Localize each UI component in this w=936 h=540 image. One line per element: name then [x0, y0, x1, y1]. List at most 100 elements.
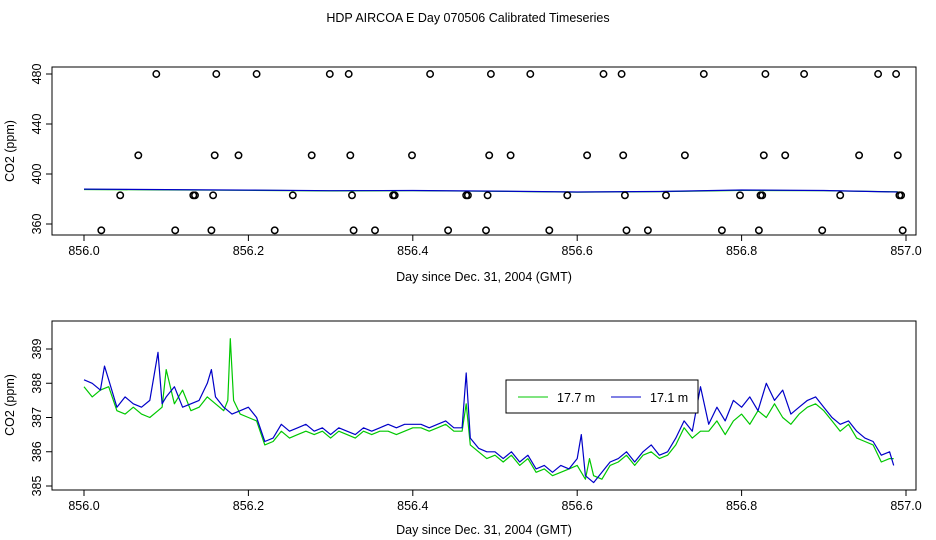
chart-top-xlabel: Day since Dec. 31, 2004 (GMT) [396, 270, 572, 284]
legend-label-17-1: 17.1 m [650, 391, 688, 405]
chart-bottom-y-tick-label: 386 [30, 441, 44, 462]
chart-bottom-frame [51, 320, 917, 491]
chart-top-point [483, 191, 492, 200]
legend: 17.7 m 17.1 m [505, 379, 699, 414]
chart-top-point [408, 151, 416, 160]
chart-top-point [307, 151, 316, 160]
chart-top-x-tick-label: 856.0 [68, 244, 99, 258]
chart-top-point [643, 226, 652, 235]
chart-top-point [781, 151, 790, 160]
chart-top-point [97, 226, 106, 235]
chart-top-point [191, 191, 199, 200]
chart-bottom-x-tick-label: 856.4 [397, 499, 428, 513]
chart-top-point [818, 226, 827, 235]
chart-top-points [97, 70, 907, 235]
chart-top-point [758, 191, 767, 200]
figure-title: HDP AIRCOA E Day 070506 Calibrated Times… [326, 11, 609, 25]
chart-top-point [209, 191, 218, 200]
chart-top-point [390, 191, 399, 200]
chart-top-point [620, 191, 629, 200]
chart-top-point [892, 70, 901, 78]
chart-top-point [717, 226, 726, 235]
chart-top-series-line [83, 188, 898, 193]
chart-bottom-x-tick-label: 856.6 [562, 499, 593, 513]
chart-top-point [619, 151, 628, 160]
chart-top-point [210, 151, 219, 160]
chart-top-x-tick-label: 856.6 [562, 244, 593, 258]
chart-bottom-series-line [83, 351, 895, 484]
chart-bottom-x-tick-label: 856.0 [68, 499, 99, 513]
chart-top-x-tick-label: 856.2 [233, 244, 264, 258]
chart-top-x-tick-label: 857.0 [890, 244, 921, 258]
chart-top-point [583, 151, 592, 160]
chart-top-point [348, 191, 356, 200]
chart-bottom-xlabel: Day since Dec. 31, 2004 (GMT) [396, 523, 572, 537]
chart-top-x-axis: 856.0 856.2 856.4 856.6 856.8 857.0 [68, 235, 922, 258]
chart-top-y-tick-label: 480 [30, 64, 44, 85]
chart-top-point [898, 226, 907, 235]
chart-top-y-tick-label: 360 [30, 214, 44, 235]
chart-top-point [893, 151, 902, 160]
chart-top-y-tick-label: 440 [30, 114, 44, 135]
chart-bottom-y-tick-label: 385 [30, 476, 44, 497]
chart-top-point [485, 151, 494, 160]
chart-top-point [622, 226, 631, 235]
chart-bottom: 856.0 856.2 856.4 856.6 856.8 857.0 385 386 387… [3, 320, 922, 537]
chart-top-point [680, 151, 689, 160]
chart-bottom-x-tick-label: 856.8 [726, 499, 757, 513]
chart-top-point [800, 70, 809, 78]
chart-top-point [855, 151, 864, 160]
chart-top: 856.0 856.2 856.4 856.6 856.8 857.0 360 400 440… [3, 64, 922, 284]
chart-top-point [545, 226, 554, 235]
chart-top-point [563, 191, 572, 200]
chart-top-y-tick-label: 400 [30, 164, 44, 185]
chart-top-y-axis: 360 400 440 480 [30, 64, 52, 235]
chart-bottom-lines [83, 338, 895, 484]
chart-bottom-y-axis: 385 386 387 388 389 [30, 339, 52, 497]
chart-top-point [426, 70, 435, 78]
chart-top-point [759, 151, 768, 160]
chart-top-point [344, 70, 353, 78]
chart-top-point [836, 191, 845, 200]
chart-top-point [736, 191, 744, 200]
chart-top-point [371, 226, 379, 235]
chart-top-lines [83, 188, 898, 193]
chart-top-point [171, 226, 180, 235]
chart-top-point [270, 226, 279, 235]
chart-top-point [349, 226, 358, 235]
chart-top-point [761, 70, 770, 78]
chart-bottom-y-tick-label: 389 [30, 339, 44, 360]
chart-bottom-x-tick-label: 856.2 [233, 499, 264, 513]
chart-top-point [874, 70, 883, 78]
chart-top-point [288, 191, 297, 200]
chart-top-point [207, 226, 216, 235]
chart-top-point [754, 226, 763, 235]
chart-top-point [234, 151, 243, 160]
chart-top-point [617, 70, 626, 78]
chart-top-point [325, 70, 334, 78]
chart-top-point [252, 70, 261, 78]
chart-top-point [599, 70, 608, 78]
chart-top-x-tick-label: 856.4 [397, 244, 428, 258]
chart-top-frame [51, 66, 917, 236]
legend-label-17-7: 17.7 m [557, 391, 595, 405]
chart-top-x-tick-label: 856.8 [726, 244, 757, 258]
chart-top-point [346, 151, 355, 160]
chart-top-ylabel: CO2 (ppm) [3, 120, 17, 182]
chart-bottom-series-line [83, 338, 894, 480]
chart-top-point [662, 191, 670, 200]
chart-top-point [152, 70, 161, 78]
chart-bottom-x-axis: 856.0 856.2 856.4 856.6 856.8 857.0 [68, 490, 922, 513]
chart-bottom-x-tick-label: 857.0 [890, 499, 921, 513]
chart-top-point [116, 191, 125, 200]
chart-top-point [134, 151, 143, 160]
chart-bottom-ylabel: CO2 (ppm) [3, 374, 17, 436]
chart-top-point [699, 70, 708, 78]
chart-top-point [212, 70, 221, 78]
chart-top-point [506, 151, 515, 160]
chart-bottom-y-tick-label: 388 [30, 373, 44, 394]
chart-top-point [486, 70, 495, 78]
chart-top-point [444, 226, 453, 235]
chart-bottom-y-tick-label: 387 [30, 407, 44, 428]
